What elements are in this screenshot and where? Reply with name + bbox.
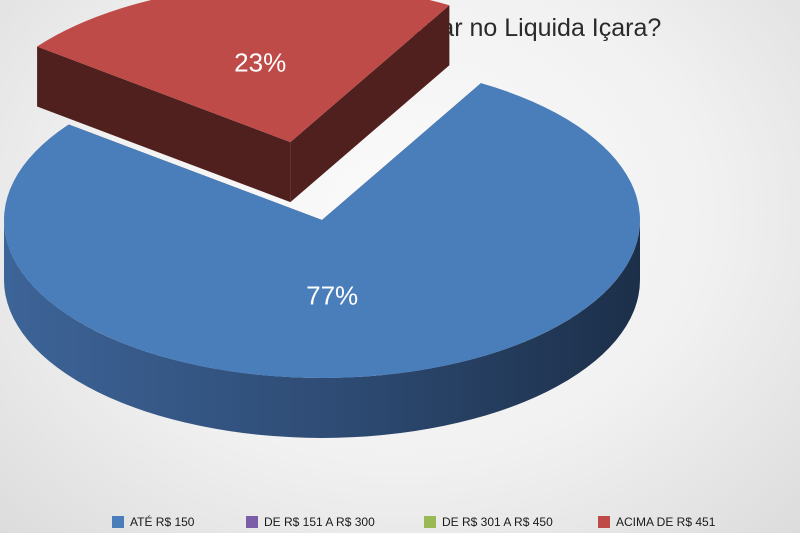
legend-label: ATÉ R$ 150 [130, 515, 195, 529]
pie-slice-4-top [37, 0, 450, 143]
legend-swatch [246, 516, 258, 528]
legend-item-3: DE R$ 301 A R$ 450 [424, 512, 553, 532]
legend-swatch [424, 516, 436, 528]
legend-item-1: ATÉ R$ 150 [112, 512, 194, 532]
legend-swatch [598, 516, 610, 528]
pie-slice-1 [3, 83, 641, 438]
pie-slice-4 [37, 0, 450, 203]
pie-slice-1-top [3, 83, 641, 379]
pie-slice-4-wall-1 [37, 46, 291, 203]
legend: ATÉ R$ 150 DE R$ 151 A R$ 300 DE R$ 301 A … [0, 512, 800, 532]
legend-swatch [112, 516, 124, 528]
legend-item-2: DE R$ 151 A R$ 300 [246, 512, 375, 532]
legend-item-4: ACIMA DE R$ 451 [598, 512, 715, 532]
slice-label-1: 77% [306, 280, 358, 310]
legend-label: ACIMA DE R$ 451 [616, 515, 716, 529]
slice-label-4: 23% [234, 48, 286, 78]
legend-label: DE R$ 301 A R$ 450 [442, 515, 553, 529]
pie-slice-4-wall-2 [290, 5, 450, 203]
legend-label: DE R$ 151 A R$ 300 [264, 515, 375, 529]
pie-slice-1-side [4, 220, 640, 438]
